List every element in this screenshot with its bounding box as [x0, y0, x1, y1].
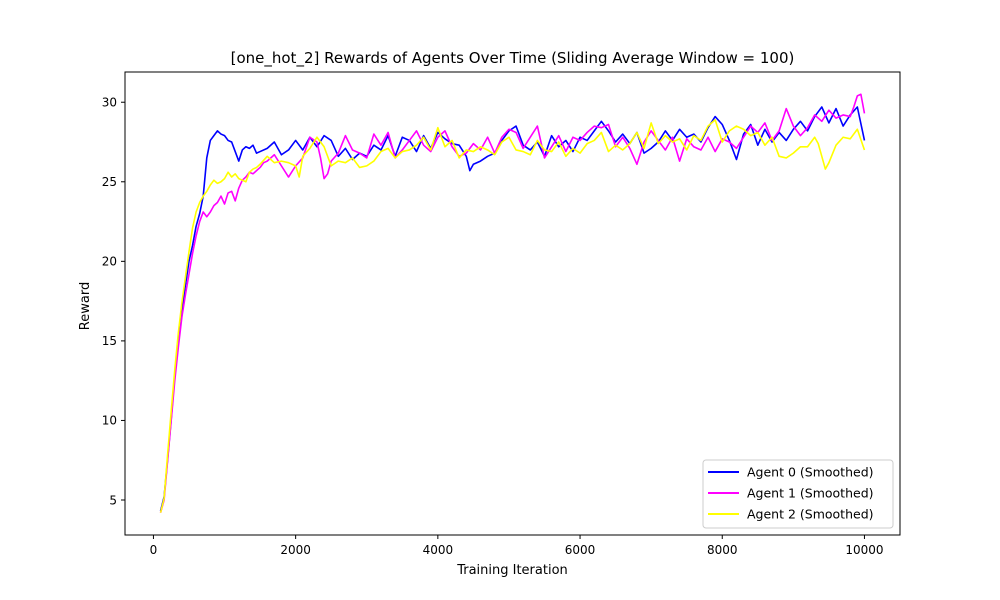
y-tick-label: 30 — [102, 96, 117, 110]
y-axis: 5 10 15 20 25 30 — [102, 96, 125, 507]
x-tick-label: 0 — [150, 543, 158, 557]
x-tick-label: 2000 — [280, 543, 311, 557]
chart-title: [one_hot_2] Rewards of Agents Over Time … — [231, 49, 795, 68]
legend: Agent 0 (Smoothed) Agent 1 (Smoothed) Agen… — [702, 459, 894, 529]
legend-label-agent-1: Agent 1 (Smoothed) — [747, 486, 874, 501]
x-tick-label: 6000 — [565, 543, 596, 557]
x-tick-label: 4000 — [423, 543, 454, 557]
plot-frame — [124, 71, 901, 536]
series-line-agent-0 — [159, 106, 866, 512]
y-tick-label: 20 — [102, 255, 117, 269]
y-tick-label: 10 — [102, 414, 117, 428]
plot-area — [124, 71, 901, 536]
series-line-agent-2 — [159, 118, 866, 513]
legend-label-agent-0: Agent 0 (Smoothed) — [747, 465, 874, 480]
y-tick-label: 5 — [109, 493, 117, 507]
legend-box — [702, 459, 894, 529]
y-axis-label: Reward — [78, 282, 93, 330]
y-tick-label: 25 — [102, 175, 117, 189]
x-axis: 0 2000 4000 6000 8000 10000 — [150, 535, 884, 557]
x-tick-label: 8000 — [707, 543, 738, 557]
x-axis-label: Training Iteration — [456, 563, 568, 578]
x-tick-label: 10000 — [845, 543, 883, 557]
y-tick-label: 15 — [102, 334, 117, 348]
legend-label-agent-2: Agent 2 (Smoothed) — [747, 507, 874, 522]
